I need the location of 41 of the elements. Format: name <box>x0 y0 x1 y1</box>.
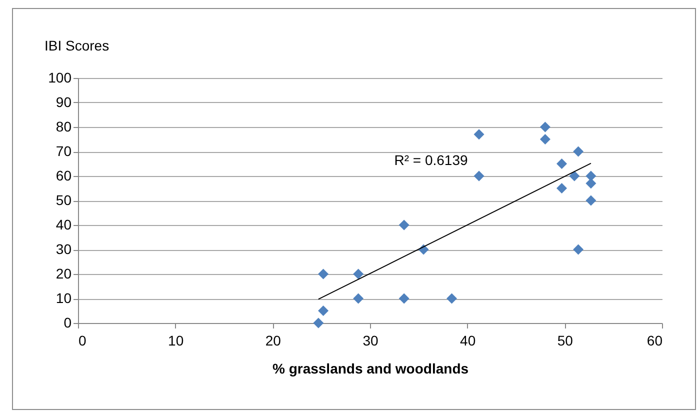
y-tick-label: 0 <box>64 314 72 330</box>
point <box>573 244 584 255</box>
point <box>573 146 584 157</box>
point <box>540 134 550 144</box>
point <box>586 170 596 182</box>
point <box>398 293 410 304</box>
annotation: R² = 0.6139 <box>394 152 468 168</box>
point <box>556 158 567 169</box>
x-tick-label: 10 <box>168 332 184 348</box>
point <box>318 268 329 280</box>
point <box>318 306 329 316</box>
y-tick-label: 90 <box>56 94 72 110</box>
y-tick-label: 40 <box>56 216 72 232</box>
y-tick-label: 10 <box>56 290 72 306</box>
y-tick-label: 80 <box>56 118 72 134</box>
x-tick-label: 0 <box>78 332 86 348</box>
point <box>556 183 567 194</box>
point <box>586 195 596 206</box>
x-tick-label: 40 <box>460 332 476 348</box>
x-tick-label: 50 <box>557 332 574 348</box>
y-tick-label: 70 <box>56 143 72 159</box>
y-tick-label: 60 <box>56 168 72 184</box>
point <box>398 220 410 230</box>
y-axis-title: IBI Scores <box>44 38 110 54</box>
point <box>474 129 484 140</box>
x-axis-title: % grasslands and woodlands <box>272 360 469 376</box>
point <box>540 122 550 132</box>
point <box>586 178 596 189</box>
point <box>353 268 364 280</box>
point <box>474 170 484 182</box>
y-tick-label: 100 <box>48 70 72 86</box>
y-tick-label: 20 <box>56 266 72 282</box>
x-tick-label: 60 <box>646 332 663 348</box>
y-tick-label: 30 <box>56 241 72 257</box>
point <box>353 293 364 304</box>
point <box>446 293 458 304</box>
point <box>569 170 580 182</box>
x-tick-label: 30 <box>362 332 378 348</box>
y-tick-label: 50 <box>56 192 72 208</box>
x-tick-label: 20 <box>265 332 282 348</box>
point <box>313 318 324 328</box>
